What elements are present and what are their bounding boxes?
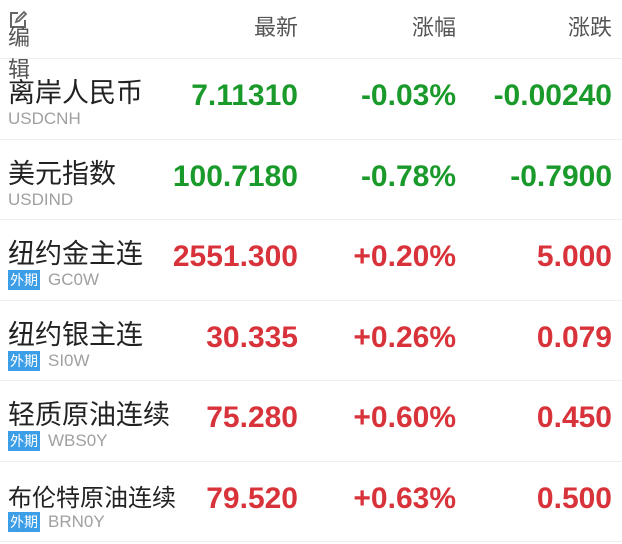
instrument-code-line: USDCNH (8, 109, 81, 129)
change-percent: -0.78% (360, 159, 456, 193)
instrument-name: 布伦特原油连续 (8, 483, 176, 512)
quote-row[interactable]: 纽约金主连 外期 GC0W 2551.300 +0.20% 5.000 (0, 220, 622, 301)
instrument-name: 离岸人民币 (8, 78, 143, 109)
quote-row[interactable]: 美元指数 USDIND 100.7180 -0.78% -0.7900 (0, 140, 622, 220)
change-value: 0.450 (536, 401, 612, 434)
market-badge: 外期 (8, 270, 40, 290)
instrument-code-line: 外期 BRN0Y (8, 511, 105, 532)
instrument-code: USDIND (8, 189, 74, 209)
change-percent: +0.60% (353, 401, 456, 434)
change-percent: +0.20% (353, 240, 456, 273)
instrument-code: BRN0Y (48, 511, 105, 531)
column-header-last[interactable]: 最新 (253, 16, 298, 41)
instrument-code-line: USDIND (8, 190, 73, 210)
last-price: 2551.300 (172, 240, 298, 273)
column-header-change[interactable]: 涨跌 (567, 16, 612, 41)
quote-row[interactable]: 纽约银主连 外期 SI0W 30.335 +0.26% 0.079 (0, 301, 622, 381)
instrument-code: GC0W (48, 270, 99, 289)
instrument-name: 轻质原油连续 (8, 400, 170, 431)
quote-row[interactable]: 布伦特原油连续 外期 BRN0Y 79.520 +0.63% 0.500 (0, 462, 622, 542)
change-value: 0.500 (536, 481, 612, 515)
change-value: -0.7900 (510, 159, 612, 193)
quote-row[interactable]: 轻质原油连续 外期 WBS0Y 75.280 +0.60% 0.450 (0, 381, 622, 462)
list-header: 编辑 最新 涨幅 涨跌 (0, 0, 622, 83)
market-badge: 外期 (8, 511, 40, 532)
instrument-name: 美元指数 (8, 158, 116, 190)
instrument-code-line: 外期 WBS0Y (8, 431, 108, 451)
instrument-code: WBS0Y (48, 431, 108, 450)
edit-icon (10, 10, 28, 28)
change-percent: +0.26% (353, 320, 456, 354)
instrument-code-line: 外期 GC0W (8, 270, 99, 290)
change-value: 0.079 (536, 320, 612, 354)
instrument-code-line: 外期 SI0W (8, 350, 90, 371)
last-price: 7.11310 (191, 79, 298, 112)
edit-button[interactable]: 编辑 (8, 10, 30, 83)
market-badge: 外期 (8, 350, 40, 371)
quote-list: 离岸人民币 USDCNH 7.11310 -0.03% -0.00240 美元指数… (0, 59, 622, 542)
instrument-name: 纽约金主连 (8, 239, 143, 270)
change-value: -0.00240 (493, 79, 612, 112)
last-price: 30.335 (206, 320, 298, 354)
instrument-name: 纽约银主连 (8, 319, 143, 351)
change-value: 5.000 (536, 240, 612, 273)
instrument-code: USDCNH (8, 109, 81, 128)
quote-row[interactable]: 离岸人民币 USDCNH 7.11310 -0.03% -0.00240 (0, 59, 622, 140)
edit-label: 编辑 (8, 26, 31, 83)
column-header-change-pct[interactable]: 涨幅 (411, 16, 456, 41)
change-percent: -0.03% (360, 79, 456, 112)
market-badge: 外期 (8, 431, 40, 451)
last-price: 100.7180 (172, 159, 298, 193)
instrument-code: SI0W (48, 350, 90, 370)
last-price: 79.520 (206, 481, 298, 515)
change-percent: +0.63% (353, 481, 456, 515)
last-price: 75.280 (206, 401, 298, 434)
